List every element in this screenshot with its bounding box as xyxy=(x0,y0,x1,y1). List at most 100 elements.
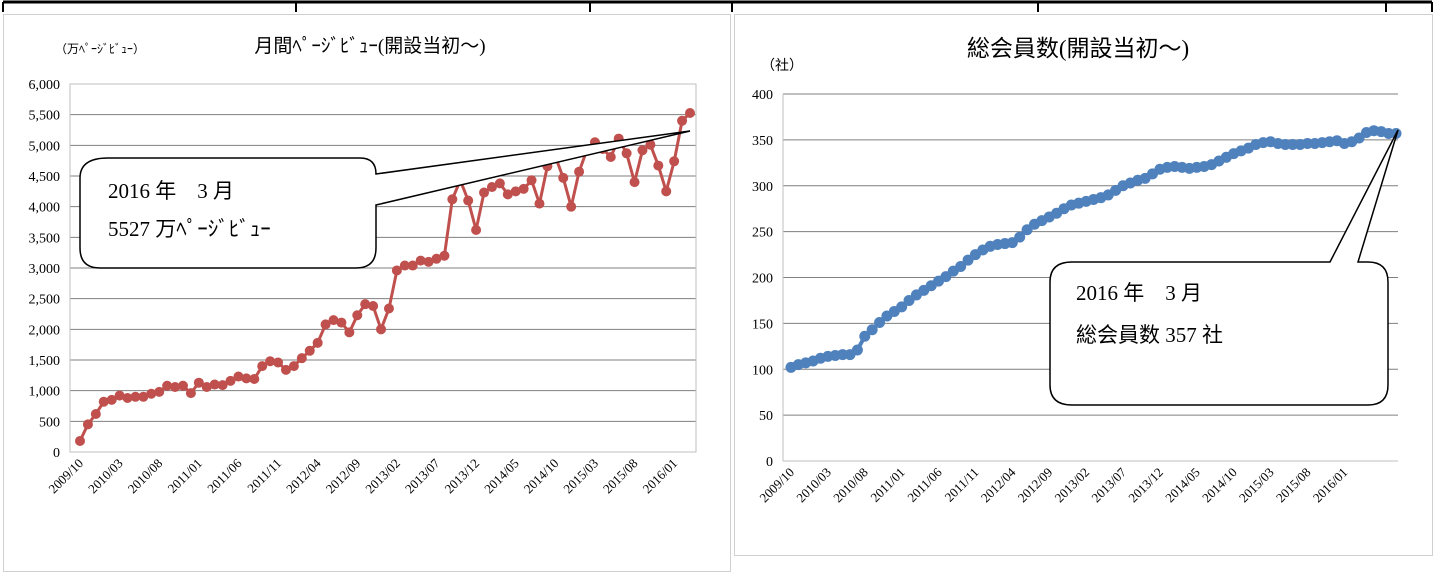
pageview-data-point xyxy=(486,182,497,193)
pageview-y-tick-label: 1,500 xyxy=(29,354,61,369)
pageview-data-point xyxy=(336,317,347,328)
pageview-plot-border xyxy=(69,83,697,453)
pageview-y-axis-label: （万ﾍﾟｰｼﾞﾋﾞｭｰ） xyxy=(55,42,145,56)
pageview-x-tick-label: 2010/03 xyxy=(85,456,126,497)
members-y-tick-label: 350 xyxy=(752,134,773,149)
members-x-tick-label: 2009/10 xyxy=(756,465,797,506)
members-x-tick-label: 2014/05 xyxy=(1162,465,1203,506)
pageview-callout: 2016 年 3 月 5527 万ﾍﾟｰｼﾞﾋﾞｭｰ xyxy=(79,130,691,269)
pageview-y-tick-label: 4,500 xyxy=(29,170,61,185)
pageview-data-point xyxy=(685,108,695,119)
pageview-data-point xyxy=(257,361,268,372)
pageview-data-point xyxy=(637,145,648,156)
pageview-y-tick-label: 0 xyxy=(53,446,60,461)
pageview-x-tick-label: 2015/08 xyxy=(600,456,641,497)
pageview-data-point xyxy=(471,224,482,235)
members-x-tick-label: 2013/12 xyxy=(1125,465,1166,506)
members-y-tick-label: 100 xyxy=(752,363,773,378)
pageview-data-point xyxy=(368,301,379,312)
pageview-data-point xyxy=(391,265,402,276)
members-y-tick-label: 0 xyxy=(766,455,773,470)
pageview-data-point xyxy=(360,299,371,310)
members-x-tick-label: 2012/09 xyxy=(1015,465,1056,506)
pageview-data-point xyxy=(288,361,299,372)
members-y-tick-label: 300 xyxy=(752,180,773,195)
pageview-data-point xyxy=(431,253,442,264)
members-chart: 総会員数(開設当初～) （社） 0 50 100 150 200 250 300 350 400… xyxy=(752,36,1402,505)
members-data-point xyxy=(851,344,863,356)
pageview-data-point xyxy=(201,381,212,392)
members-series xyxy=(785,125,1402,373)
pageview-data-point xyxy=(177,380,188,391)
members-callout: 2016 年 3 月 総会員数 357 社 xyxy=(1049,129,1399,406)
pageview-x-tick-label: 2011/11 xyxy=(244,456,284,496)
pageview-data-point xyxy=(669,156,680,167)
members-x-tick-label: 2010/03 xyxy=(793,465,834,506)
members-callout-line-2: 総会員数 357 社 xyxy=(1076,323,1223,347)
members-x-tick-label: 2013/02 xyxy=(1051,465,1092,506)
pageview-data-point xyxy=(383,303,394,314)
pageview-chart: 月間ﾍﾟｰｼﾞﾋﾞｭｰ(開設当初～) （万ﾍﾟｰｼﾞﾋﾞｭｰ） 0 500 1,00… xyxy=(29,35,697,496)
members-y-tick-label: 400 xyxy=(752,88,773,103)
pageview-y-tick-labels: 0 500 1,000 1,500 2,000 2,500 3,000 3,500 4,000 4… xyxy=(29,78,61,461)
pageview-x-tick-label: 2013/02 xyxy=(362,456,403,497)
pageview-data-point xyxy=(328,315,339,326)
pageview-data-point xyxy=(621,148,632,159)
pageview-data-point xyxy=(463,195,474,206)
pageview-data-point xyxy=(534,198,545,209)
members-callout-line-1: 2016 年 3 月 xyxy=(1076,281,1202,305)
pageview-data-point xyxy=(653,160,664,171)
pageview-data-point xyxy=(185,388,196,399)
pageview-data-point xyxy=(130,391,141,402)
pageview-data-point xyxy=(415,255,426,266)
pageview-data-point xyxy=(193,377,204,388)
pageview-y-tick-label: 500 xyxy=(39,415,60,430)
pageview-x-tick-label: 2014/05 xyxy=(481,456,522,497)
pageview-callout-line-2: 5527 万ﾍﾟｰｼﾞﾋﾞｭｰ xyxy=(108,217,271,241)
pageview-data-point xyxy=(407,260,418,271)
pageview-data-point xyxy=(225,375,236,386)
pageview-data-point xyxy=(661,186,672,197)
pageview-y-tick-label: 5,000 xyxy=(29,139,61,154)
pageview-data-point xyxy=(344,327,355,338)
members-data-point xyxy=(955,260,967,272)
pageview-y-tick-label: 4,000 xyxy=(29,201,61,216)
pageview-callout-bubble xyxy=(79,130,691,269)
pageview-data-point xyxy=(217,380,228,391)
members-data-point xyxy=(896,301,908,313)
pageview-x-tick-label: 2009/10 xyxy=(45,456,86,497)
pageview-x-tick-label: 2010/08 xyxy=(125,456,166,497)
members-y-tick-label: 50 xyxy=(759,409,773,424)
members-x-tick-label: 2011/01 xyxy=(867,465,907,505)
pageview-data-point xyxy=(439,250,450,261)
pageview-x-tick-label: 2011/06 xyxy=(204,455,245,496)
pageview-data-point xyxy=(209,379,220,390)
pageview-data-point xyxy=(114,390,125,401)
pageview-data-point xyxy=(98,396,109,407)
members-x-tick-label: 2012/04 xyxy=(978,464,1019,505)
members-y-tick-label: 200 xyxy=(752,272,773,287)
pageview-data-point xyxy=(502,189,513,200)
pageview-data-point xyxy=(154,386,165,397)
pageview-data-point xyxy=(280,364,291,375)
pageview-data-point xyxy=(645,139,656,150)
pageview-data-point xyxy=(510,186,521,197)
members-data-point xyxy=(874,316,886,328)
pageview-data-point xyxy=(423,256,434,267)
pageview-callout-line-1: 2016 年 3 月 xyxy=(108,179,234,203)
pageview-data-point xyxy=(566,201,577,212)
pageview-data-point xyxy=(265,356,276,367)
pageview-x-tick-label: 2012/04 xyxy=(283,455,324,496)
members-y-tick-label: 250 xyxy=(752,226,773,241)
pageview-x-tick-label: 2013/12 xyxy=(441,456,482,497)
pageview-data-point xyxy=(352,310,363,321)
pageview-y-tick-label: 1,000 xyxy=(29,385,61,400)
pageview-data-point xyxy=(106,394,117,405)
members-y-tick-label: 150 xyxy=(752,317,773,332)
pageview-data-point xyxy=(90,408,101,419)
pageview-data-point xyxy=(558,172,569,183)
members-callout-bubble xyxy=(1049,129,1399,406)
pageview-data-point xyxy=(122,393,133,404)
pageview-data-point xyxy=(518,183,529,194)
